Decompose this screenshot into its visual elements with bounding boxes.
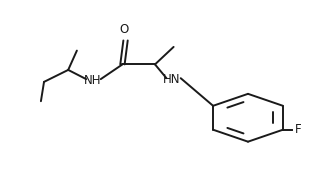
Text: HN: HN: [163, 73, 181, 86]
Text: O: O: [119, 23, 129, 36]
Text: F: F: [295, 123, 301, 136]
Text: NH: NH: [84, 74, 102, 86]
